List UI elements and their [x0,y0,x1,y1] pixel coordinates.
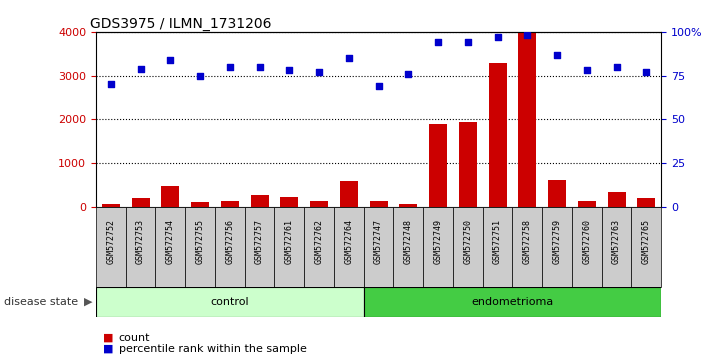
Point [194,73,205,79]
Bar [602,207,631,287]
Text: GSM572751: GSM572751 [493,219,502,264]
Text: GSM572753: GSM572753 [136,219,145,264]
Bar [370,200,387,207]
Point [402,71,414,77]
Text: GSM572763: GSM572763 [612,219,621,264]
Text: GSM572765: GSM572765 [642,219,651,264]
Bar [96,287,364,317]
Bar [245,207,274,287]
Point [611,64,622,70]
Bar [186,207,215,287]
Bar [572,207,602,287]
Text: percentile rank within the sample: percentile rank within the sample [119,344,306,354]
Text: disease state: disease state [4,297,77,307]
Text: ■: ■ [103,344,114,354]
Bar [251,195,269,207]
Bar [518,33,536,207]
Bar [215,207,245,287]
Text: GSM572749: GSM572749 [434,219,443,264]
Bar [459,122,477,207]
Bar [132,198,149,207]
Text: GSM572762: GSM572762 [314,219,324,264]
Bar [334,207,364,287]
Text: GSM572750: GSM572750 [464,219,472,264]
Text: GSM572764: GSM572764 [344,219,353,264]
Text: count: count [119,333,150,343]
Bar [304,207,334,287]
Text: GSM572760: GSM572760 [582,219,592,264]
Point [254,64,265,70]
Point [641,69,652,75]
Text: GDS3975 / ILMN_1731206: GDS3975 / ILMN_1731206 [90,17,272,31]
Text: GSM572756: GSM572756 [225,219,235,264]
Text: GSM572758: GSM572758 [523,219,532,264]
Point [314,69,325,75]
Bar [488,63,506,207]
Bar [513,207,542,287]
Point [492,34,503,40]
Bar [631,207,661,287]
Point [373,83,384,89]
Bar [542,207,572,287]
Bar [638,198,656,207]
Bar [102,205,119,207]
Bar [483,207,513,287]
Bar [429,124,447,207]
Bar [400,205,417,207]
Bar [274,207,304,287]
Point [552,52,563,57]
Text: GSM572752: GSM572752 [107,219,115,264]
Point [105,81,117,87]
Text: GSM572747: GSM572747 [374,219,383,264]
Bar [453,207,483,287]
Bar [340,181,358,207]
Text: GSM572748: GSM572748 [404,219,413,264]
Bar [608,192,626,207]
Point [224,64,235,70]
Point [284,68,295,73]
Point [522,33,533,38]
Point [135,66,146,72]
Point [581,68,592,73]
Text: GSM572755: GSM572755 [196,219,205,264]
Bar [393,207,423,287]
Bar [280,197,299,207]
Bar [96,207,126,287]
Text: GSM572757: GSM572757 [255,219,264,264]
Text: control: control [210,297,249,307]
Bar [364,207,393,287]
Bar [191,202,209,207]
Bar [578,201,596,207]
Point [343,55,355,61]
Point [165,57,176,63]
Text: ■: ■ [103,333,114,343]
Text: GSM572754: GSM572754 [166,219,175,264]
Text: endometrioma: endometrioma [471,297,554,307]
Text: GSM572761: GSM572761 [285,219,294,264]
Bar [156,207,186,287]
Text: GSM572759: GSM572759 [552,219,562,264]
Bar [364,287,661,317]
Bar [126,207,156,287]
Bar [161,186,179,207]
Bar [548,180,566,207]
Bar [310,201,328,207]
Point [432,40,444,45]
Bar [221,201,239,207]
Point [462,40,474,45]
Bar [423,207,453,287]
Text: ▶: ▶ [84,297,92,307]
